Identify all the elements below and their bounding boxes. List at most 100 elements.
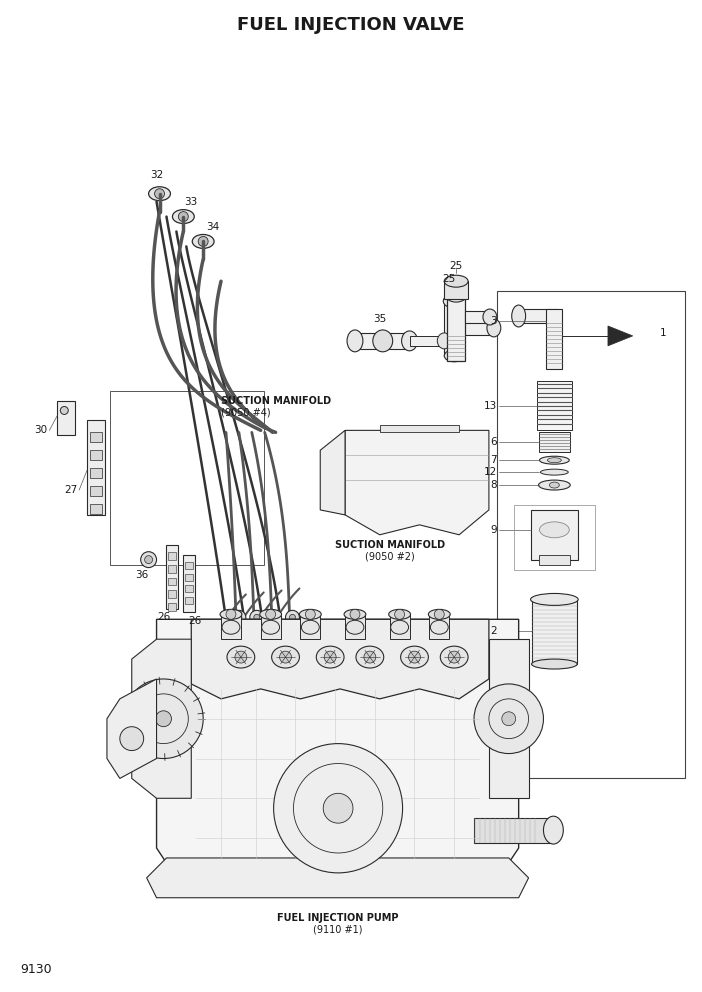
Circle shape — [324, 651, 336, 663]
Ellipse shape — [437, 333, 451, 349]
Bar — [185, 561, 193, 568]
Bar — [90, 450, 102, 460]
Circle shape — [265, 609, 276, 619]
Circle shape — [323, 794, 353, 823]
Ellipse shape — [401, 646, 428, 668]
Ellipse shape — [220, 609, 242, 619]
Circle shape — [267, 610, 282, 624]
Ellipse shape — [540, 522, 569, 538]
Bar — [345, 614, 365, 639]
Bar — [514, 505, 595, 569]
Circle shape — [232, 610, 246, 624]
Bar — [546, 310, 562, 369]
Ellipse shape — [389, 609, 411, 619]
Circle shape — [120, 727, 144, 751]
Polygon shape — [320, 431, 345, 515]
Text: 8: 8 — [490, 480, 497, 490]
Bar — [168, 590, 176, 598]
Text: 27: 27 — [64, 485, 77, 495]
Ellipse shape — [428, 609, 450, 619]
Circle shape — [502, 712, 516, 726]
Bar — [221, 614, 241, 639]
Bar — [464, 321, 494, 335]
Text: 12: 12 — [484, 467, 497, 477]
Bar — [538, 555, 570, 564]
Bar — [390, 614, 409, 639]
Bar — [87, 421, 105, 515]
Text: (9050 #4): (9050 #4) — [221, 408, 271, 418]
Circle shape — [448, 651, 460, 663]
Text: 25: 25 — [449, 261, 463, 271]
Ellipse shape — [430, 620, 448, 634]
Polygon shape — [345, 431, 489, 535]
Polygon shape — [608, 326, 633, 346]
Text: FUEL INJECTION PUMP: FUEL INJECTION PUMP — [277, 913, 399, 923]
Bar — [168, 552, 176, 559]
Circle shape — [236, 614, 242, 620]
Circle shape — [178, 211, 188, 221]
Bar — [531, 510, 578, 559]
Circle shape — [235, 651, 247, 663]
Text: 33: 33 — [185, 196, 198, 206]
Text: 25: 25 — [442, 274, 456, 285]
Ellipse shape — [531, 659, 577, 669]
Ellipse shape — [301, 620, 319, 634]
Ellipse shape — [541, 469, 568, 475]
Circle shape — [226, 609, 236, 619]
Circle shape — [289, 614, 296, 620]
Ellipse shape — [444, 275, 468, 287]
Circle shape — [435, 609, 444, 619]
Circle shape — [145, 556, 152, 563]
Bar — [185, 573, 193, 580]
Bar — [444, 302, 464, 356]
Circle shape — [274, 744, 402, 873]
Ellipse shape — [173, 209, 194, 223]
Ellipse shape — [300, 609, 322, 619]
Circle shape — [156, 711, 171, 727]
Bar — [168, 603, 176, 611]
Circle shape — [272, 614, 277, 620]
Text: 1: 1 — [660, 328, 666, 338]
Ellipse shape — [446, 290, 466, 303]
Ellipse shape — [550, 482, 559, 488]
Ellipse shape — [149, 186, 171, 200]
Circle shape — [140, 552, 157, 567]
Circle shape — [286, 610, 300, 624]
Ellipse shape — [344, 609, 366, 619]
Bar — [409, 336, 444, 346]
Ellipse shape — [347, 330, 363, 352]
Text: 32: 32 — [150, 170, 163, 180]
Bar — [110, 391, 264, 564]
Text: 13: 13 — [484, 401, 497, 411]
Bar — [185, 597, 193, 604]
Ellipse shape — [443, 295, 465, 309]
Ellipse shape — [543, 816, 563, 844]
Circle shape — [305, 609, 315, 619]
Bar — [465, 311, 490, 323]
Ellipse shape — [402, 331, 418, 351]
Ellipse shape — [373, 330, 392, 352]
Text: SUCTION MANIFOLD: SUCTION MANIFOLD — [335, 540, 445, 550]
Ellipse shape — [487, 319, 501, 337]
Ellipse shape — [483, 310, 497, 325]
Bar — [168, 564, 176, 572]
Bar — [447, 297, 465, 361]
Bar — [166, 545, 178, 609]
Text: 3: 3 — [490, 316, 497, 326]
Circle shape — [124, 679, 203, 759]
Text: 35: 35 — [373, 314, 386, 324]
Bar — [90, 433, 102, 442]
Circle shape — [364, 651, 376, 663]
Bar — [183, 555, 195, 612]
Circle shape — [395, 609, 404, 619]
Text: 9130: 9130 — [20, 963, 52, 976]
Ellipse shape — [227, 646, 255, 668]
Bar — [536, 381, 572, 431]
Text: 9: 9 — [490, 525, 497, 535]
Ellipse shape — [260, 609, 282, 619]
Text: (9050 #2): (9050 #2) — [365, 552, 415, 561]
Bar — [355, 333, 409, 349]
Circle shape — [198, 236, 208, 246]
Text: 36: 36 — [135, 569, 148, 579]
Bar — [430, 614, 449, 639]
